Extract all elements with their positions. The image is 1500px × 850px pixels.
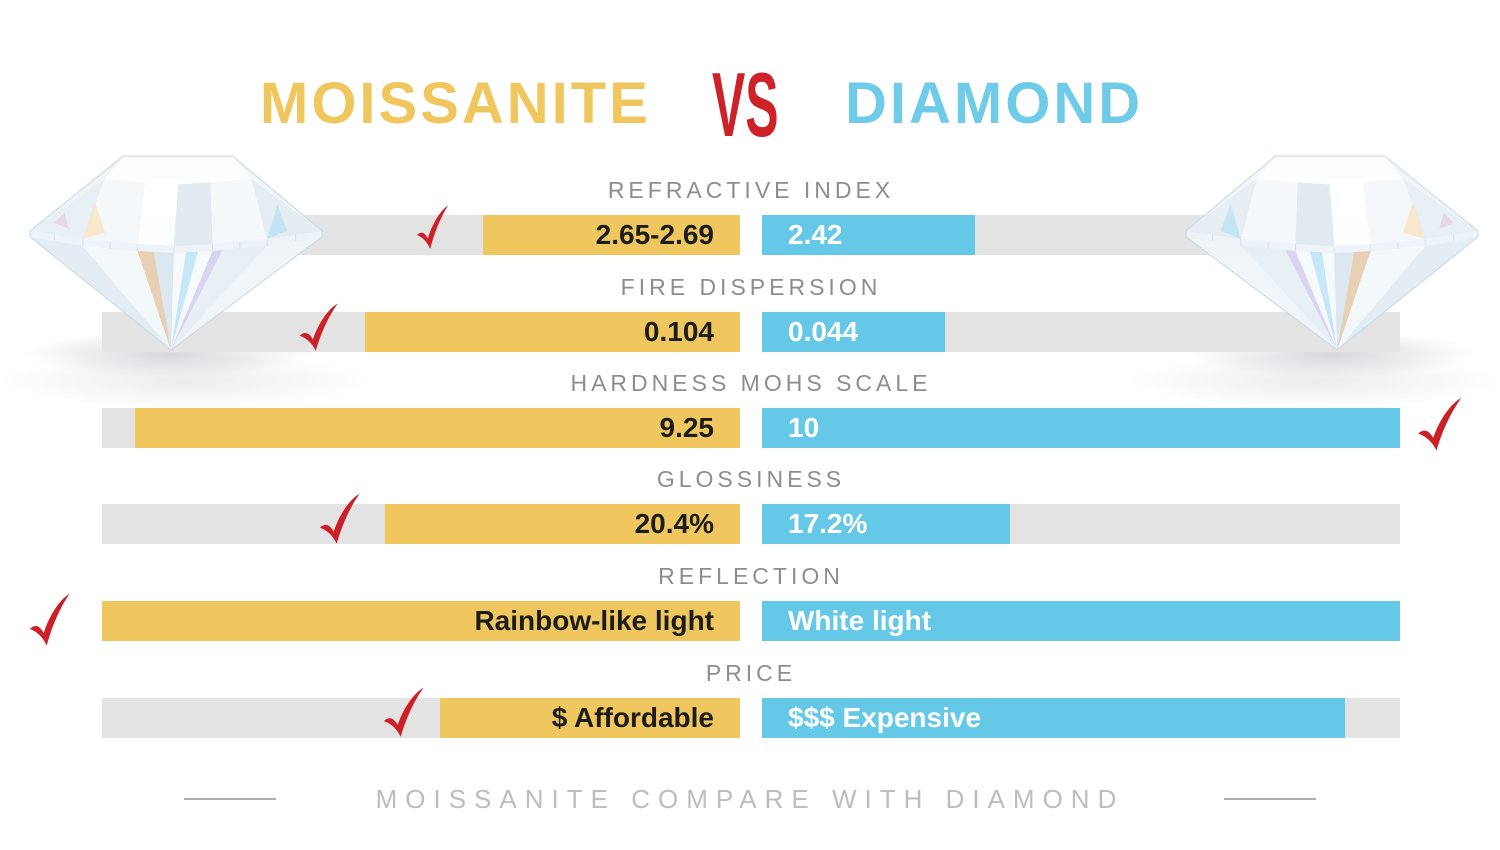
title-vs: VS — [712, 53, 779, 156]
diamond-bar: 2.42 — [762, 215, 975, 255]
diamond-value: 0.044 — [788, 316, 859, 347]
moissanite-bar: Rainbow-like light — [102, 601, 740, 641]
moissanite-value: 20.4% — [634, 508, 714, 539]
moissanite-value: 0.104 — [643, 316, 714, 347]
diamond-value: 17.2% — [788, 508, 868, 539]
diamond-bar: 10 — [762, 408, 1400, 448]
diamond-bar: White light — [762, 601, 1400, 641]
title-diamond: DIAMOND — [845, 71, 1144, 136]
row-label: GLOSSINESS — [656, 466, 846, 492]
moissanite-bar: 0.104 — [365, 312, 740, 352]
row-label: PRICE — [705, 660, 797, 686]
footer-caption: MOISSANITE COMPARE WITH DIAMOND — [375, 783, 1125, 814]
row-label: FIRE DISPERSION — [620, 274, 882, 300]
diamond-bar: 0.044 — [762, 312, 945, 352]
footer: MOISSANITE COMPARE WITH DIAMOND — [0, 782, 1500, 816]
moissanite-value: $ Affordable — [551, 702, 714, 733]
footer-line-left — [183, 798, 276, 800]
moissanite-value: 2.65-2.69 — [595, 219, 714, 250]
footer-line-right — [1224, 798, 1317, 800]
winner-check-icon — [383, 687, 424, 737]
moissanite-bar: 2.65-2.69 — [483, 215, 740, 255]
diamond-bar: $$$ Expensive — [762, 698, 1345, 738]
moissanite-value: 9.25 — [659, 412, 715, 443]
diamond-gem-image — [1180, 142, 1484, 354]
diamond-value: 2.42 — [788, 219, 843, 250]
left-gem-shadow-wide — [0, 352, 380, 410]
diamond-bar: 17.2% — [762, 504, 1010, 544]
moissanite-value: Rainbow-like light — [474, 605, 714, 636]
row-label: REFRACTIVE INDEX — [607, 177, 895, 203]
right-gem-shadow-wide — [1120, 352, 1500, 410]
diamond-value: White light — [788, 605, 932, 636]
moissanite-bar: 20.4% — [385, 504, 740, 544]
diamond-value: 10 — [788, 412, 820, 443]
winner-check-icon — [319, 493, 360, 544]
row-label: HARDNESS MOHS SCALE — [570, 370, 932, 396]
moissanite-gem-image — [24, 142, 328, 354]
moissanite-bar: $ Affordable — [440, 698, 740, 738]
row-label: REFLECTION — [658, 563, 844, 589]
diamond-value: $$$ Expensive — [788, 702, 982, 733]
winner-check-icon — [29, 593, 70, 646]
winner-check-icon — [299, 303, 338, 351]
moissanite-bar: 9.25 — [135, 408, 740, 448]
winner-check-icon — [1418, 397, 1462, 451]
title-moissanite: MOISSANITE — [260, 71, 651, 136]
winner-check-icon — [417, 205, 449, 250]
